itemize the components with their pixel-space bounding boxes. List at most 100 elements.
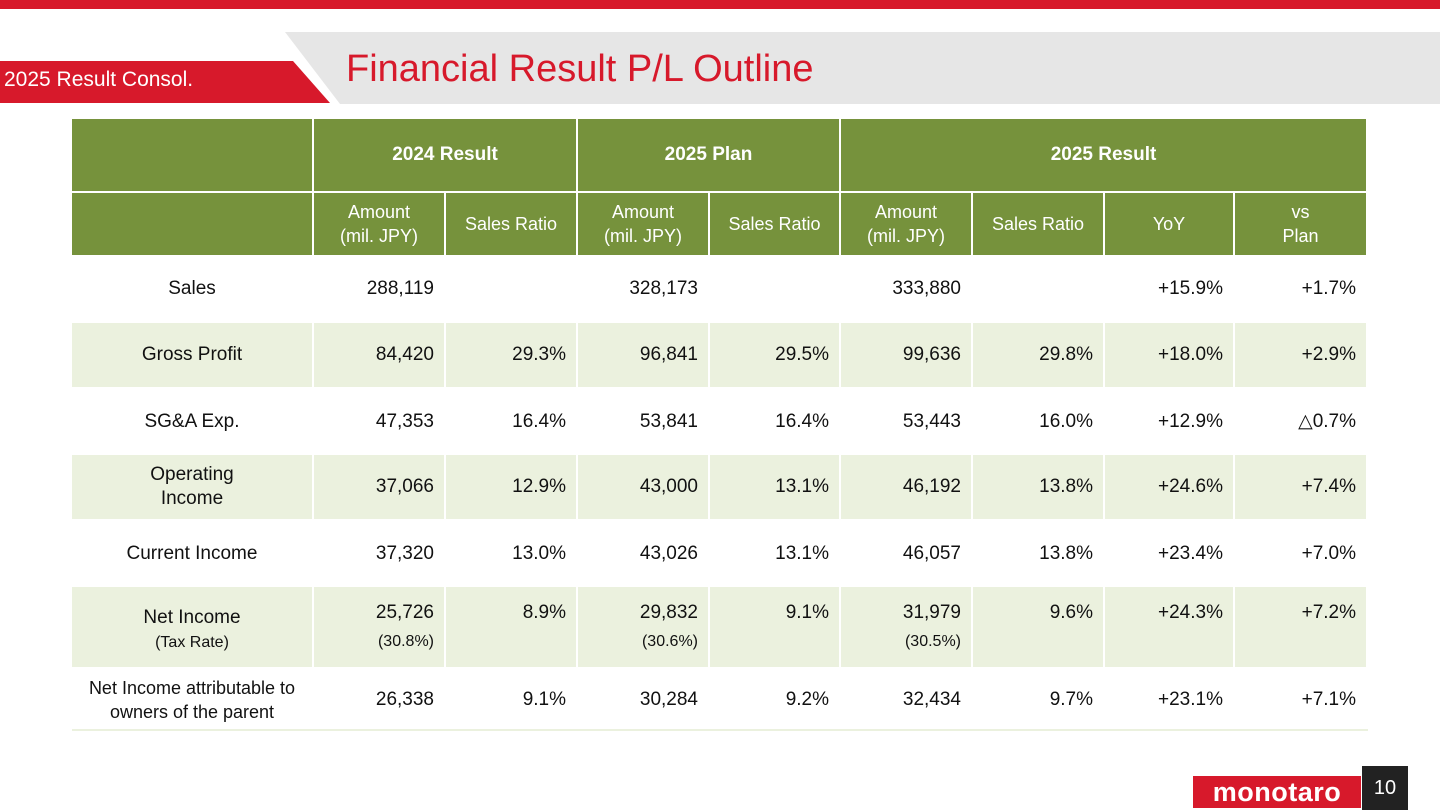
table-cell: △0.7% [1235,389,1366,455]
column-header-line: Sales Ratio [728,214,821,234]
column-header-line: vs [1291,202,1310,222]
table-cell: 29,832 (30.6%) [578,587,708,667]
cell-value: +7.1% [1301,689,1356,710]
cell-value: 13.1% [775,543,829,564]
table-cell: 333,880 [841,256,971,322]
table-cell: 29.5% [710,323,839,387]
table-cell: +7.1% [1235,669,1366,731]
table-bottom-rule [72,729,1368,731]
row-label: Net Income [143,607,241,628]
column-header: Sales Ratio [446,193,576,255]
cell-value: +2.9% [1301,344,1356,365]
cell-value: 9.7% [1049,689,1093,710]
table-cell: 13.8% [973,521,1103,587]
table-cell: 16.4% [710,389,839,455]
cell-value: 9.6% [1049,602,1093,623]
table-cell: 288,119 [314,256,444,322]
table-cell: 47,353 [314,389,444,455]
table-cell: 53,443 [841,389,971,455]
cell-value: 53,841 [639,411,698,432]
cell-subvalue: (30.8%) [377,633,434,650]
table-cell: 46,057 [841,521,971,587]
table-cell: +18.0% [1105,323,1233,387]
cell-value: 328,173 [629,278,698,299]
cell-value: 29.3% [512,344,566,365]
table-cell: +12.9% [1105,389,1233,455]
table-cell: +2.9% [1235,323,1366,387]
cell-value: +18.0% [1158,344,1223,365]
table-cell: +7.0% [1235,521,1366,587]
table-cell: +23.4% [1105,521,1233,587]
cell-value: 43,000 [639,476,698,497]
table-cell [973,256,1103,322]
row-label-cell: SG&A Exp. [72,389,312,455]
cell-value: 16.0% [1039,411,1093,432]
cell-value: +7.2% [1301,602,1356,623]
table-cell: 96,841 [578,323,708,387]
cell-value: 37,320 [375,543,434,564]
row-label-cell: Current Income [72,521,312,587]
row-sublabel: (Tax Rate) [155,634,229,651]
cell-value: 9.1% [785,602,829,623]
table-cell: 46,192 [841,455,971,519]
table-cell: 43,026 [578,521,708,587]
group-header-label: 2025 Result [1050,144,1157,165]
table-cell: 84,420 [314,323,444,387]
cell-value: 47,353 [375,411,434,432]
table-cell: 8.9% [446,587,576,667]
cell-value: 13.8% [1039,476,1093,497]
row-label-cell: Net Income (Tax Rate) [72,587,312,667]
header-corner [72,119,312,191]
cell-value: +7.4% [1301,476,1356,497]
table-cell: 29.8% [973,323,1103,387]
group-header: 2024 Result [314,119,576,191]
column-header: Sales Ratio [710,193,839,255]
cell-value: +24.6% [1158,476,1223,497]
page-title: Financial Result P/L Outline [346,48,814,90]
column-header-line: Sales Ratio [464,214,558,234]
row-label-cell: Sales [72,256,312,322]
table-cell: +7.4% [1235,455,1366,519]
column-header: Amount (mil. JPY) [578,193,708,255]
table-cell: +24.6% [1105,455,1233,519]
column-header-line: YoY [1152,214,1186,234]
table-cell: 16.0% [973,389,1103,455]
cell-value: 31,979 [902,602,961,623]
cell-value: 16.4% [775,411,829,432]
table-cell: +7.2% [1235,587,1366,667]
table-cell: 9.1% [446,669,576,731]
table-cell: 12.9% [446,455,576,519]
table-cell: 37,066 [314,455,444,519]
column-header-line: (mil. JPY) [867,226,945,246]
table-cell: 328,173 [578,256,708,322]
row-label: Net Income attributable to owners of the… [88,678,296,722]
cell-value: 9.1% [522,689,566,710]
cell-value: 29.8% [1039,344,1093,365]
section-tag: 2025 Result Consol. [0,61,330,103]
cell-value: 13.0% [512,543,566,564]
cell-value: 25,726 [375,602,434,623]
row-label: Operating Income [150,464,234,509]
table-cell: 13.1% [710,521,839,587]
column-header: vs Plan [1235,193,1366,255]
cell-subvalue: (30.5%) [904,633,961,650]
cell-value: 46,192 [902,476,961,497]
column-header-line: Amount [611,202,675,222]
cell-value: 8.9% [522,602,566,623]
table-cell: 25,726 (30.8%) [314,587,444,667]
table-cell: 16.4% [446,389,576,455]
column-header-line: Plan [1282,226,1319,246]
table-cell: 26,338 [314,669,444,731]
cell-value: +23.4% [1158,543,1223,564]
table-cell: 31,979 (30.5%) [841,587,971,667]
table-cell: 32,434 [841,669,971,731]
cell-value: 9.2% [785,689,829,710]
column-header: YoY [1105,193,1233,255]
table-cell: 13.1% [710,455,839,519]
table-cell: 9.1% [710,587,839,667]
cell-value: 288,119 [366,278,434,299]
table-cell [446,256,576,322]
cell-value: 37,066 [375,476,434,497]
table-cell: +24.3% [1105,587,1233,667]
column-header: Amount (mil. JPY) [314,193,444,255]
